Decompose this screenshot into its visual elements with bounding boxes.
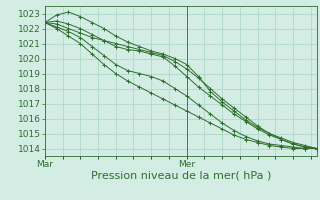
X-axis label: Pression niveau de la mer( hPa ): Pression niveau de la mer( hPa ) <box>91 171 271 181</box>
